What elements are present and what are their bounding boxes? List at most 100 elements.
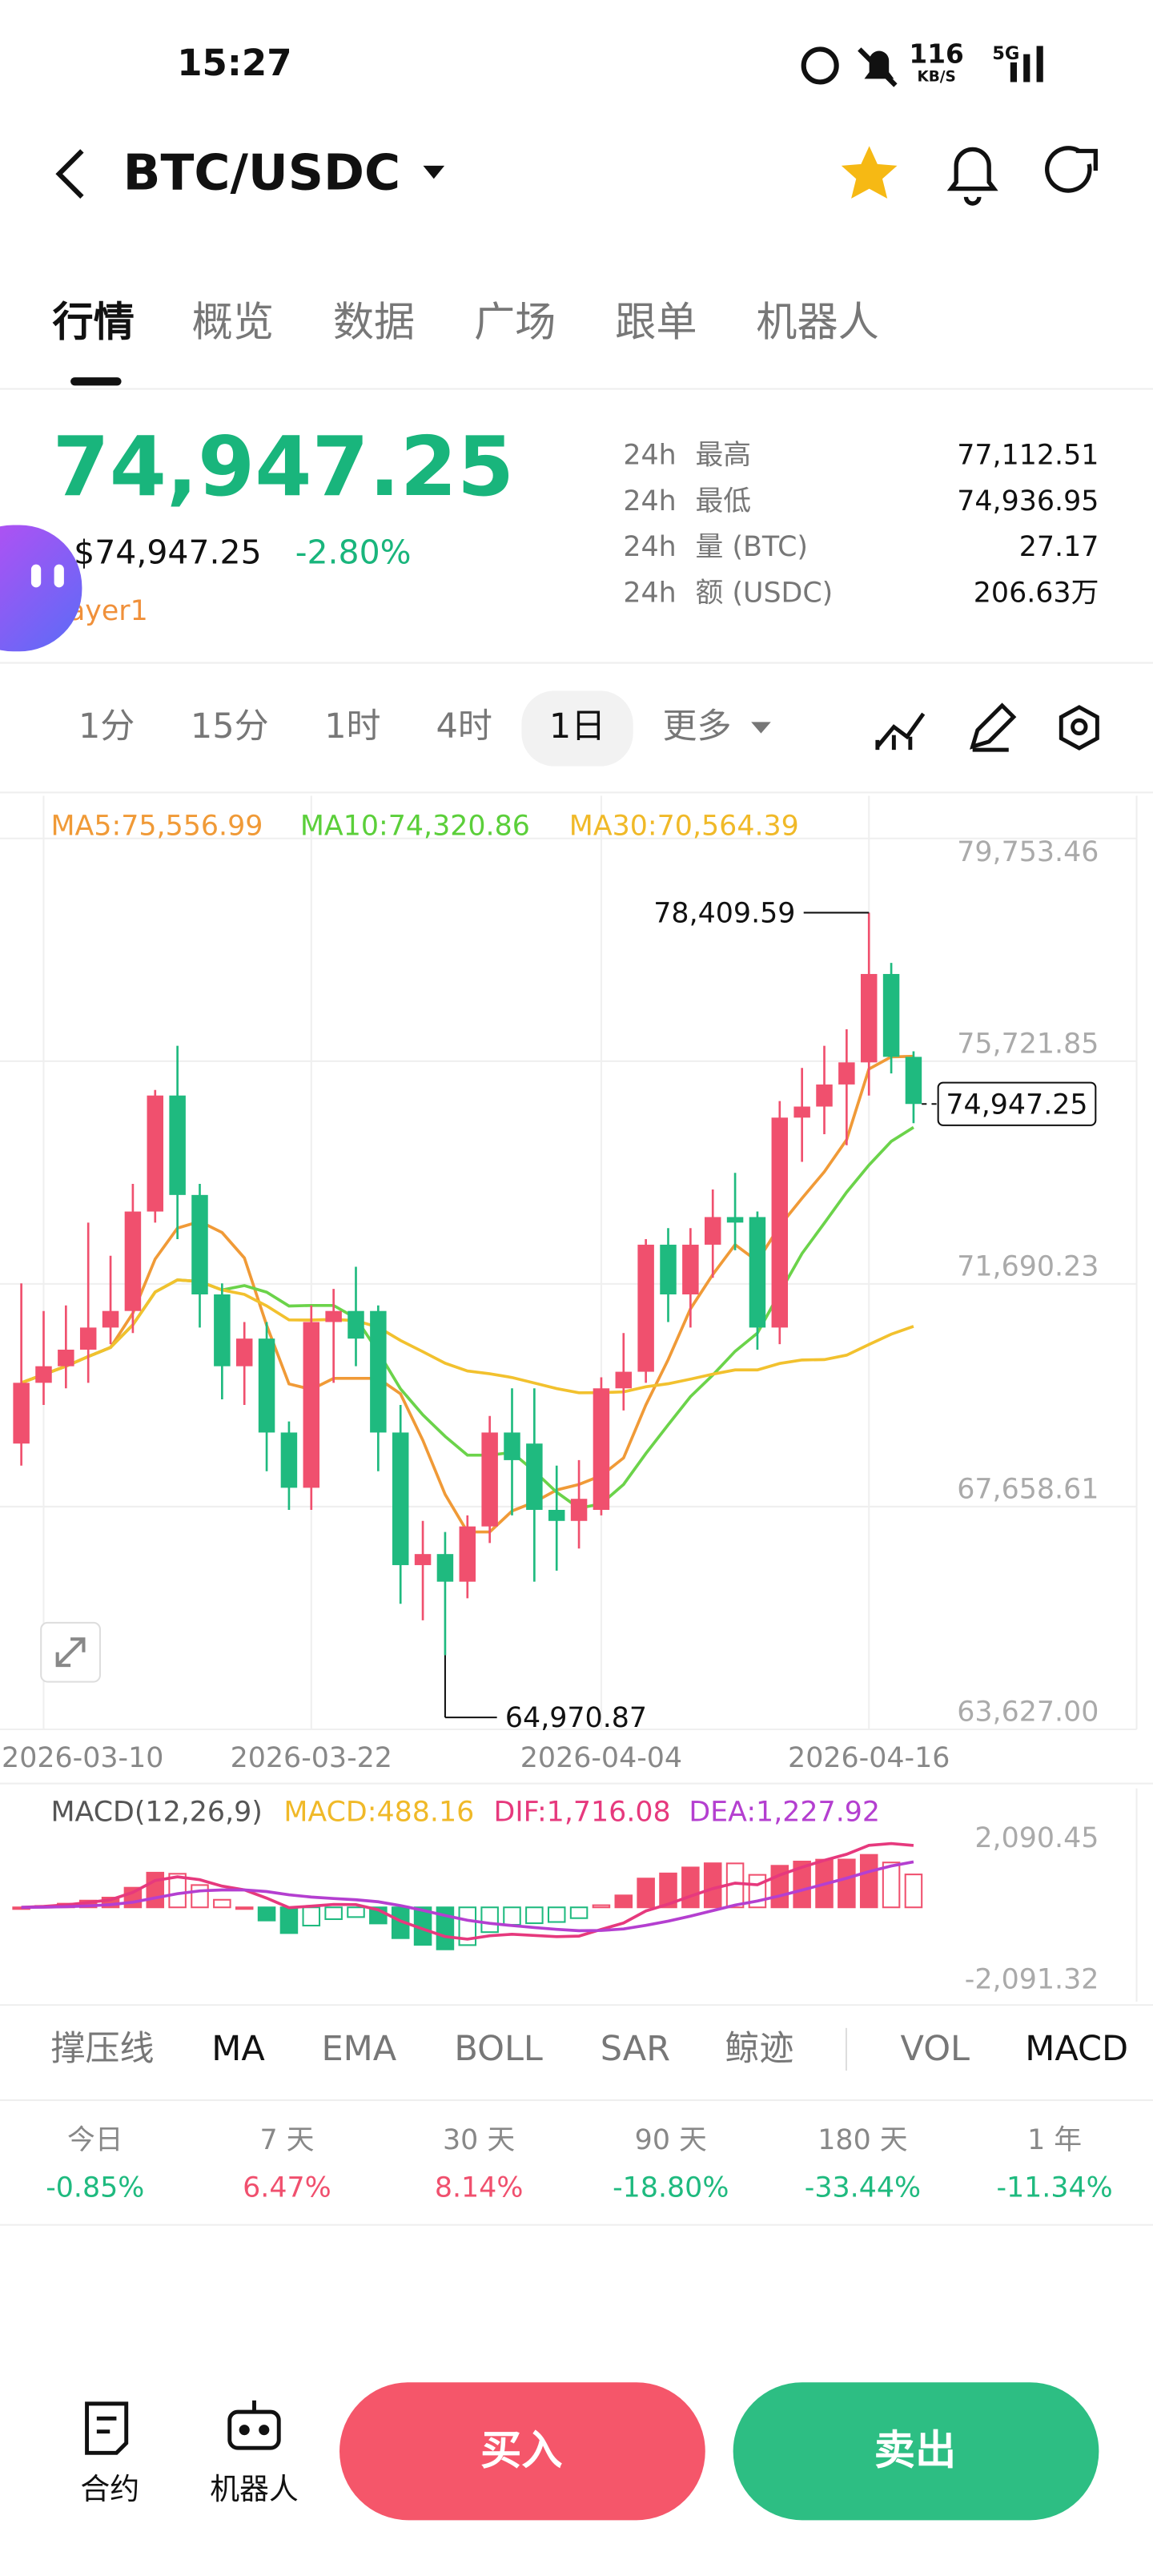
candle-body (570, 1499, 588, 1521)
interval[interactable]: 1日 (549, 706, 605, 747)
last-price-tag: 74,947.25 (946, 1089, 1087, 1121)
stat-label: 额 (USDC) (696, 578, 834, 610)
ma-legend: MA30:70,564.39 (569, 810, 799, 842)
interval-active (521, 690, 633, 767)
candle-body (682, 1244, 699, 1294)
x-tick-label: 2026-04-04 (520, 1742, 682, 1774)
share-button[interactable] (1045, 146, 1098, 193)
last-price: 74,947.25 (53, 420, 515, 515)
candle-body (303, 1322, 320, 1488)
indicator-tab[interactable]: MA (211, 2029, 265, 2069)
high-label: 78,409.59 (653, 897, 795, 929)
favorite-star[interactable] (841, 146, 898, 199)
stat-period: 24h (623, 578, 676, 610)
x-tick-label: 2026-04-16 (788, 1742, 950, 1774)
network: 5G (992, 43, 1019, 64)
candle-body (548, 1509, 565, 1521)
macd-tick-label: 2,090.45 (974, 1822, 1099, 1854)
robot-icon[interactable] (227, 2400, 281, 2450)
perf-period: 今日 (67, 2124, 123, 2156)
tab[interactable]: 数据 (333, 299, 415, 347)
candle-body (660, 1244, 677, 1294)
indicator-tab[interactable]: 鲸迹 (725, 2029, 793, 2069)
tab[interactable]: 广场 (474, 299, 556, 347)
x-tick-label: 2026-03-10 (2, 1742, 163, 1774)
candle-body (191, 1194, 208, 1294)
last-price-box (937, 1081, 1097, 1126)
candle-body (392, 1432, 409, 1565)
macd-bar (659, 1872, 677, 1909)
interval[interactable]: 4时 (436, 706, 492, 747)
buy-button[interactable] (339, 2382, 705, 2521)
candle-body (704, 1217, 721, 1245)
indicator-tab[interactable]: 撑压线 (50, 2029, 154, 2069)
indicator-tab[interactable]: VOL (901, 2029, 970, 2069)
macd-bar (525, 1906, 544, 1925)
nav-contract[interactable]: 合约 (80, 2472, 139, 2506)
macd-bar (793, 1860, 811, 1909)
y-tick-label: 79,753.46 (957, 836, 1099, 868)
tab-indicator (70, 377, 122, 386)
candle-body (58, 1349, 74, 1366)
candle-body (749, 1217, 766, 1328)
interval[interactable]: 1时 (324, 706, 380, 747)
ma-line (20, 1278, 914, 1395)
macd-bar (547, 1906, 566, 1923)
net-speed: 116 (909, 39, 963, 70)
candle-body (147, 1095, 164, 1212)
floating-assistant[interactable] (0, 525, 82, 652)
indicator-tab[interactable]: EMA (321, 2029, 396, 2069)
candle-body (436, 1554, 454, 1582)
indicator-tab[interactable]: SAR (601, 2029, 670, 2069)
candle-body (280, 1432, 298, 1488)
pair-title[interactable]: BTC/USDC (123, 144, 401, 201)
tab[interactable]: 跟单 (615, 299, 697, 347)
macd-bar (168, 1873, 187, 1909)
ma-legend: MA10:74,320.86 (300, 810, 530, 842)
candle-body (414, 1554, 432, 1565)
candle-body (79, 1327, 97, 1350)
macd-bar (191, 1884, 209, 1909)
candle-body (481, 1432, 498, 1527)
pair-caret[interactable] (423, 165, 445, 179)
sell-button[interactable] (733, 2382, 1099, 2521)
perf-change: -33.44% (805, 2172, 921, 2204)
perf-change: -11.34% (996, 2172, 1112, 2204)
candle-body (882, 973, 900, 1057)
dif-line (21, 1841, 914, 1941)
interval[interactable]: 更多 (663, 706, 732, 747)
tab[interactable]: 行情 (53, 299, 135, 347)
macd-bar (569, 1906, 589, 1919)
more-caret[interactable] (751, 722, 771, 734)
candle-body (13, 1383, 30, 1444)
chart-tools[interactable] (875, 702, 1099, 752)
net-unit: KB/S (917, 68, 955, 85)
indicator-tab[interactable]: BOLL (454, 2029, 543, 2069)
macd-bar (637, 1878, 655, 1909)
stat-label: 最低 (696, 485, 752, 517)
stat-period: 24h (623, 485, 676, 517)
sell-label[interactable]: 卖出 (874, 2426, 956, 2474)
perf-period: 180 天 (818, 2124, 907, 2156)
candle-body (637, 1244, 654, 1372)
expand-chart[interactable] (40, 1621, 101, 1683)
tab[interactable]: 概览 (192, 299, 274, 347)
back-button[interactable] (55, 149, 84, 199)
stat-value: 27.17 (1019, 531, 1099, 563)
tab[interactable]: 机器人 (756, 299, 879, 347)
alert-bell[interactable] (946, 147, 998, 206)
indicator-tab[interactable]: MACD (1025, 2029, 1128, 2069)
macd-bar (882, 1862, 901, 1909)
interval[interactable]: 1分 (78, 706, 135, 747)
macd-bar (257, 1906, 276, 1922)
perf-change: 8.14% (435, 2172, 524, 2204)
contract-icon[interactable] (85, 2401, 129, 2455)
nav-robot[interactable]: 机器人 (210, 2472, 299, 2506)
macd-bar (347, 1906, 365, 1918)
y-tick-label: 75,721.85 (957, 1028, 1099, 1060)
macd-plot (12, 1841, 923, 1950)
candle-body (838, 1062, 855, 1085)
buy-label[interactable]: 买入 (480, 2426, 562, 2474)
candle-body (459, 1526, 476, 1582)
interval[interactable]: 15分 (191, 706, 269, 747)
